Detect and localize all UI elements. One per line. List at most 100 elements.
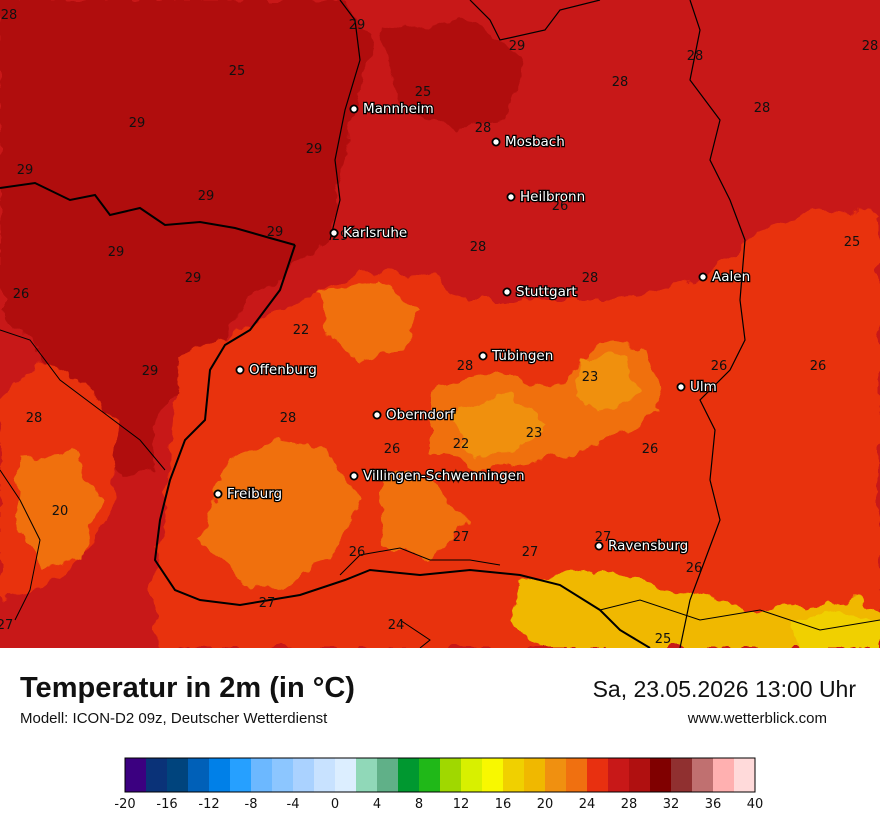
temperature-value-label: 22 <box>453 437 470 452</box>
temperature-value-label: 26 <box>686 561 703 576</box>
city-marker: Villingen-Schwenningen <box>349 467 526 485</box>
temperature-value-label: 26 <box>349 545 366 560</box>
temperature-value-label: 27 <box>522 545 539 560</box>
map-title: Temperatur in 2m (in °C) <box>20 672 355 704</box>
legend-color-box <box>314 758 336 792</box>
temperature-value-label: 28 <box>754 101 771 116</box>
temperature-value-label: 29 <box>306 142 323 157</box>
legend-color-box <box>608 758 630 792</box>
city-dot <box>594 541 604 551</box>
legend-color-box <box>209 758 231 792</box>
temperature-value-label: 28 <box>1 8 18 23</box>
city-label: Aalen <box>712 269 750 285</box>
legend-color-box <box>671 758 693 792</box>
city-marker: Aalen <box>698 268 751 286</box>
city-marker: Oberndorf <box>372 406 457 424</box>
city-dot <box>213 489 223 499</box>
temperature-value-label: 27 <box>0 618 13 633</box>
website-link[interactable]: www.wetterblick.com <box>687 710 827 727</box>
temperature-labels: 28 29 29 28 28 25 25 28 28 29 28 29 29 29 26 29 29 25 29 28… <box>0 8 878 647</box>
legend-tick-label: 36 <box>705 797 722 812</box>
borders <box>0 0 880 648</box>
legend-tick-label: 16 <box>495 797 512 812</box>
legend-color-box <box>356 758 378 792</box>
legend-color-box <box>629 758 651 792</box>
temperature-value-label: 26 <box>810 359 827 374</box>
temperature-value-label: 20 <box>52 504 69 519</box>
legend-tick-label: 8 <box>415 797 423 812</box>
legend-color-box <box>650 758 672 792</box>
temperature-value-label: 28 <box>457 359 474 374</box>
temperature-value-label: 25 <box>655 632 672 647</box>
city-dot <box>491 137 501 147</box>
state-border <box>329 0 361 241</box>
temperature-value-label: 27 <box>453 530 470 545</box>
legend-color-box <box>587 758 609 792</box>
temperature-field <box>0 0 880 648</box>
legend-tick-label: 24 <box>579 797 596 812</box>
legend-tick-label: 32 <box>663 797 680 812</box>
temperature-value-label: 23 <box>526 426 543 441</box>
temperature-value-label: 26 <box>552 199 569 214</box>
city-label: Karlsruhe <box>343 225 407 241</box>
legend-tick-label: 4 <box>373 797 381 812</box>
city-marker: Heilbronn <box>506 188 586 206</box>
model-info: Modell: ICON-D2 09z, Deutscher Wetterdie… <box>20 710 328 727</box>
temp-band-24 <box>380 470 470 560</box>
legend-color-box <box>125 758 147 792</box>
temperature-value-label: 29 <box>185 271 202 286</box>
city-dot <box>698 272 708 282</box>
temperature-value-label: 29 <box>198 189 215 204</box>
city-label: Ravensburg <box>608 538 688 554</box>
city-marker: Ulm <box>676 378 718 396</box>
temperature-value-label: 26 <box>384 442 401 457</box>
temperature-value-label: 29 <box>509 39 526 54</box>
city-dot <box>349 104 359 114</box>
legend-color-box <box>230 758 252 792</box>
legend-color-box <box>566 758 588 792</box>
legend-color-box <box>734 758 756 792</box>
temperature-value-label: 28 <box>862 39 879 54</box>
legend-color-box <box>419 758 441 792</box>
temperature-value-label: 28 <box>582 271 599 286</box>
legend-color-box <box>272 758 294 792</box>
temperature-value-label: 25 <box>415 85 432 100</box>
city-marker: Ravensburg <box>594 537 690 555</box>
legend-color-box <box>377 758 399 792</box>
state-border <box>469 0 601 41</box>
temperature-value-label: 29 <box>17 163 34 178</box>
temperature-value-label: 26 <box>13 287 30 302</box>
temperature-map: 28 29 29 28 28 25 25 28 28 29 28 29 29 29 26 29 29 25 29 28… <box>0 0 880 648</box>
legend-color-box <box>188 758 210 792</box>
lake-shore <box>339 547 501 576</box>
legend-color-box <box>167 758 189 792</box>
city-marker: Mannheim <box>349 100 435 118</box>
country-border <box>153 244 601 611</box>
city-marker: Karlsruhe <box>329 224 409 242</box>
legend-tick-label: 0 <box>331 797 339 812</box>
city-label: Heilbronn <box>520 189 585 205</box>
legend-color-box <box>146 758 168 792</box>
footer: Temperatur in 2m (in °C) Modell: ICON-D2… <box>0 648 880 830</box>
city-dot <box>372 410 382 420</box>
temp-band-24 <box>200 440 360 590</box>
legend-tick-label: 28 <box>621 797 638 812</box>
state-border <box>0 181 296 246</box>
city-label: Oberndorf <box>386 407 456 423</box>
state-border <box>679 0 746 648</box>
temperature-value-label: 22 <box>293 323 310 338</box>
temperature-value-label: 29 <box>349 18 366 33</box>
temperature-value-label: 29 <box>267 225 284 240</box>
city-dot <box>506 192 516 202</box>
legend-frame <box>124 757 756 793</box>
legend-tick-label: 20 <box>537 797 554 812</box>
city-label: Freiburg <box>227 486 282 502</box>
city-marker: Stuttgart <box>502 283 578 301</box>
city-label: Mannheim <box>363 101 434 117</box>
country-border <box>599 609 651 648</box>
country-border <box>599 599 880 631</box>
temperature-value-label: 25 <box>229 64 246 79</box>
temp-band-24 <box>320 280 420 360</box>
legend-color-box <box>524 758 546 792</box>
city-dot <box>329 228 339 238</box>
